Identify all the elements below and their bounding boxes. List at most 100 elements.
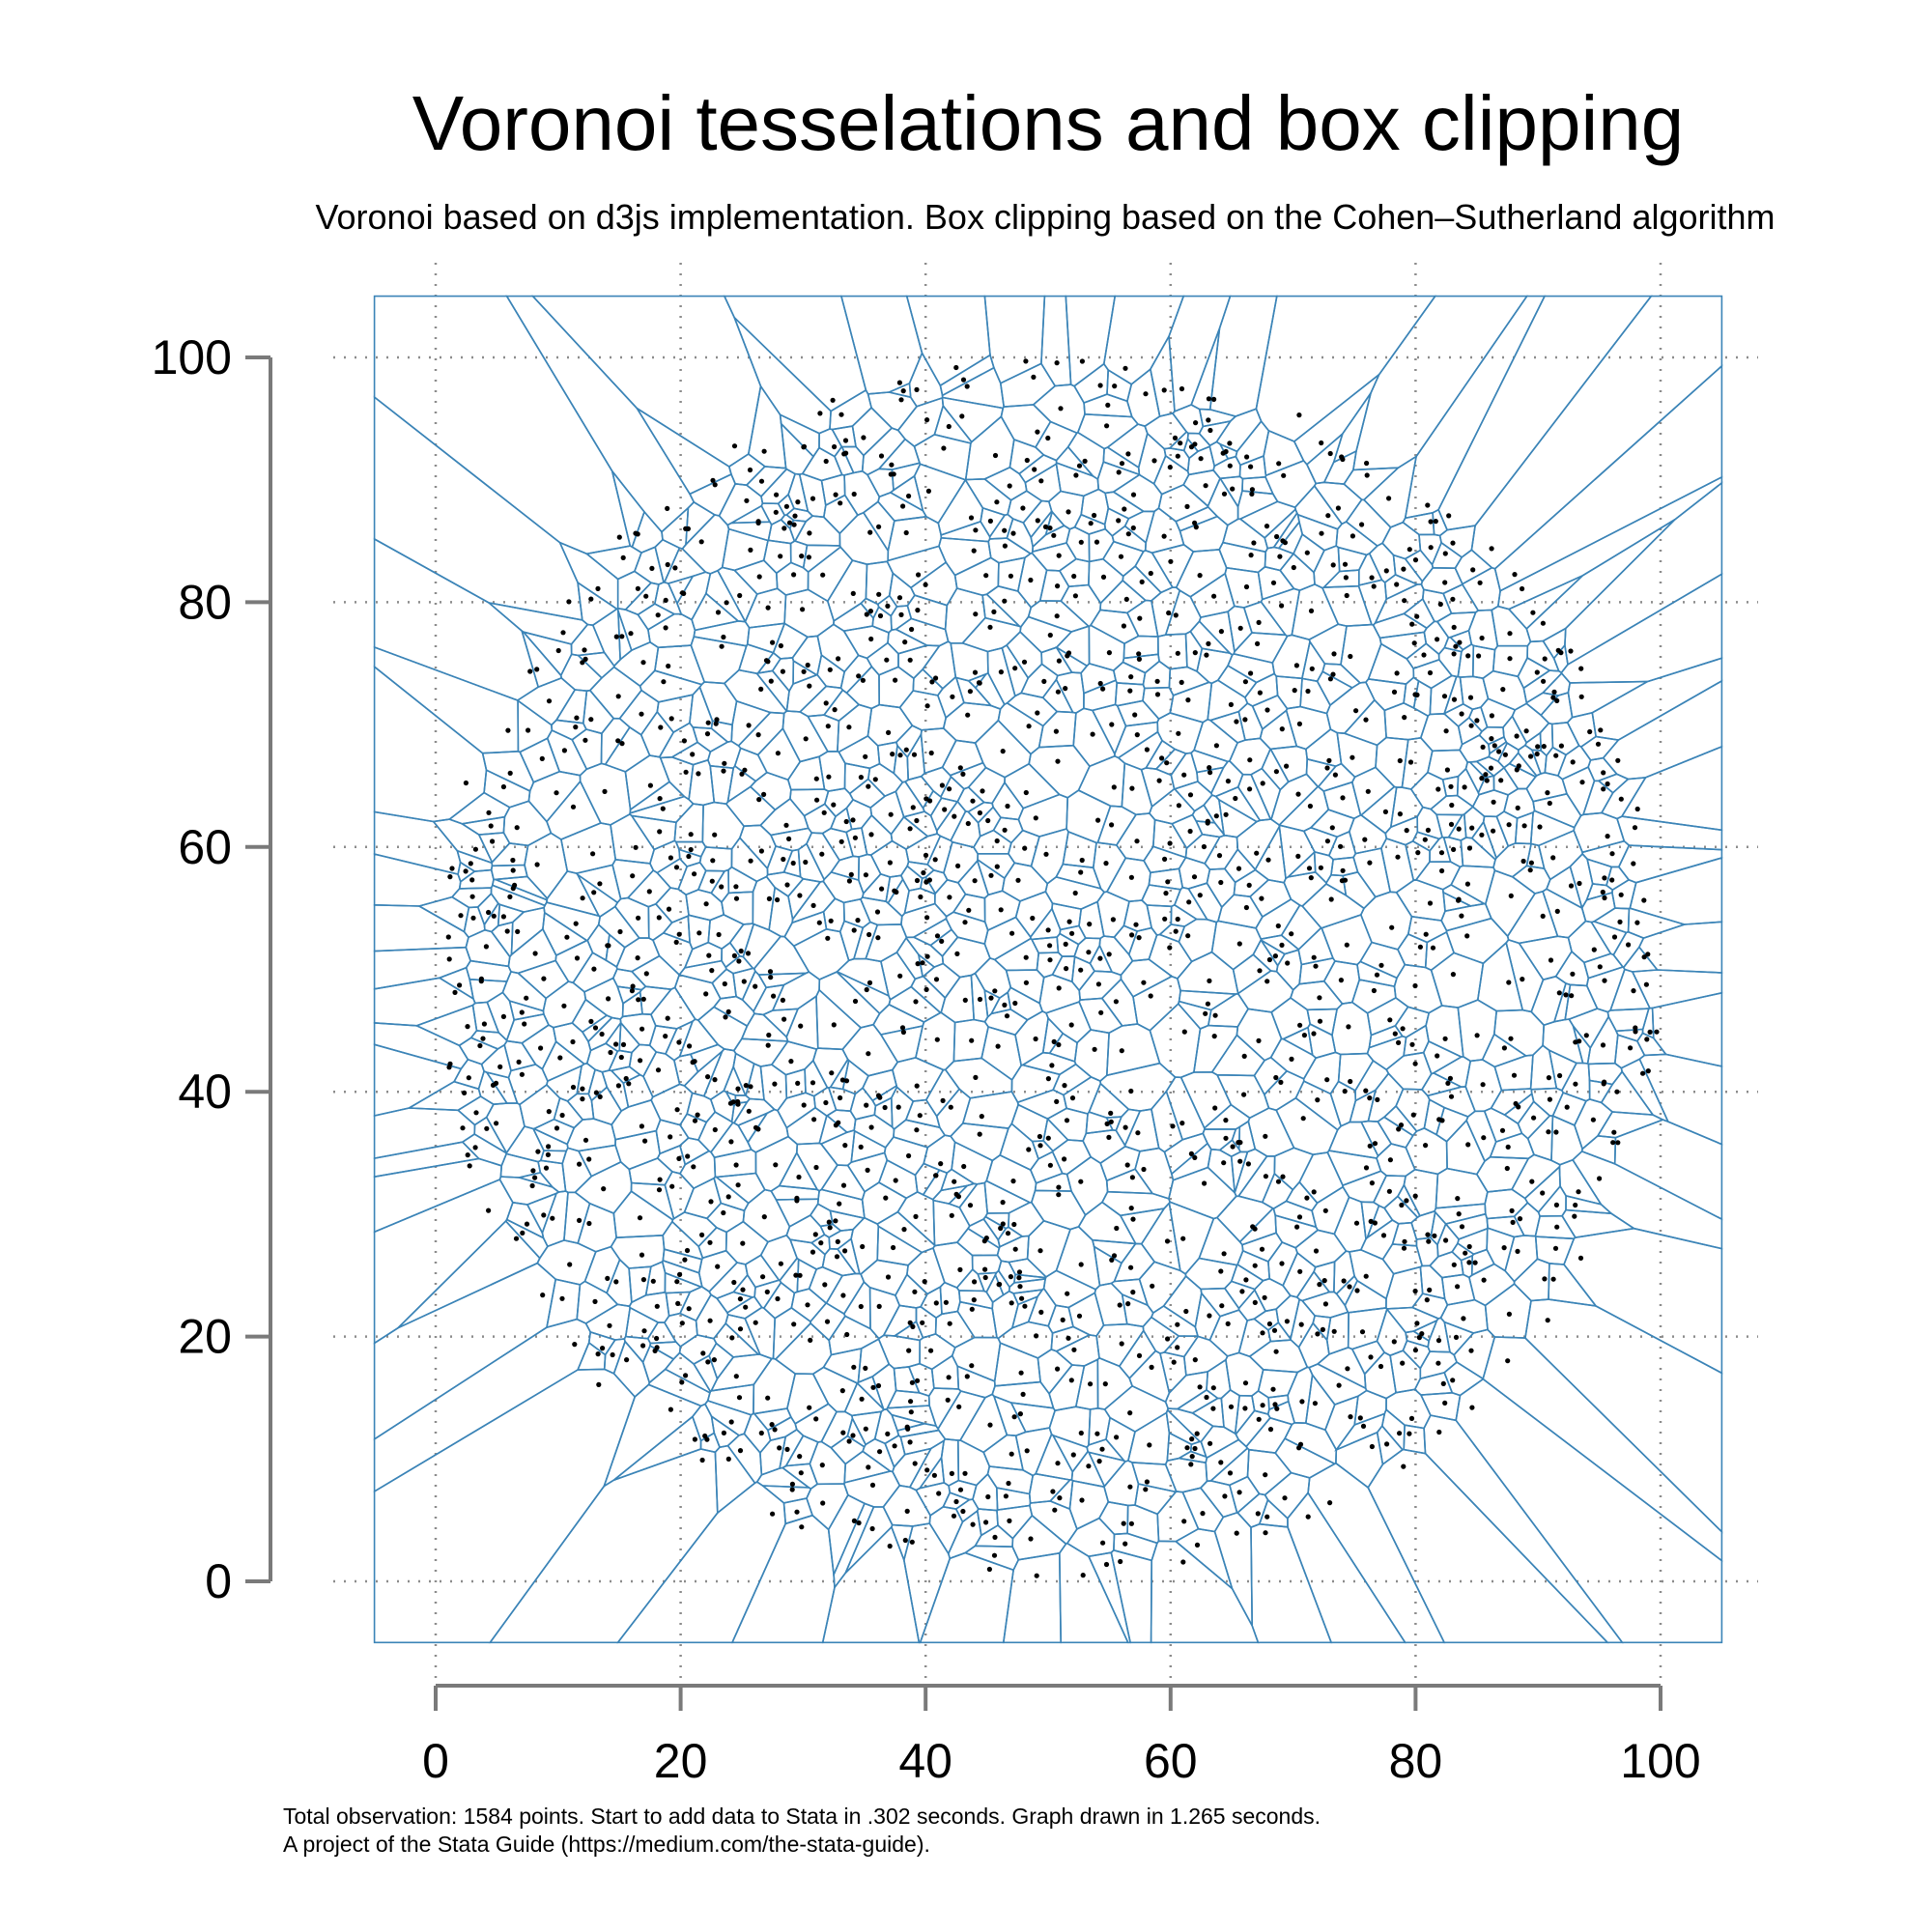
voronoi-cell: [787, 877, 822, 922]
data-point: [1451, 1262, 1457, 1267]
voronoi-cell: [1419, 1264, 1446, 1300]
data-point: [1095, 817, 1101, 823]
data-point: [1109, 822, 1115, 828]
data-point: [758, 848, 765, 854]
data-point: [996, 1282, 1002, 1288]
data-point: [982, 1274, 988, 1281]
voronoi-cell: [1235, 419, 1270, 467]
data-point: [1031, 374, 1037, 380]
data-point: [505, 727, 511, 733]
voronoi-cell: [779, 412, 820, 458]
voronoi-cell: [983, 1179, 1032, 1214]
voronoi-cell: [676, 571, 712, 621]
data-point: [602, 788, 608, 795]
voronoi-cell: [1164, 1371, 1209, 1410]
data-point: [1246, 882, 1252, 889]
voronoi-cell: [977, 806, 1002, 838]
data-point: [1294, 1224, 1300, 1230]
voronoi-cell: [373, 295, 632, 555]
data-point: [1017, 1411, 1023, 1417]
voronoi-cell: [713, 1149, 757, 1179]
data-point: [1072, 890, 1078, 896]
data-point: [1173, 612, 1179, 618]
data-point: [1088, 521, 1094, 526]
data-point: [1005, 803, 1010, 810]
data-point: [601, 1186, 607, 1192]
data-point: [1330, 671, 1336, 677]
voronoi-cell: [708, 1262, 749, 1299]
data-point: [1189, 1436, 1195, 1442]
data-point: [1047, 632, 1053, 639]
voronoi-cell: [1024, 463, 1062, 503]
data-point: [846, 724, 852, 730]
data-point: [1218, 1460, 1224, 1465]
data-point: [728, 1419, 734, 1425]
data-point: [1579, 780, 1585, 785]
data-point: [725, 1194, 731, 1200]
data-point: [1252, 1263, 1258, 1268]
voronoi-cell: [1514, 810, 1534, 845]
data-point: [1255, 640, 1261, 647]
data-point: [1103, 1561, 1110, 1568]
voronoi-cell: [841, 1059, 869, 1095]
data-point: [868, 636, 874, 642]
data-point: [1406, 547, 1412, 553]
data-point: [1130, 492, 1137, 497]
data-point: [1207, 765, 1212, 771]
data-point: [1055, 689, 1061, 695]
data-point: [532, 951, 538, 956]
data-point: [1372, 1141, 1378, 1147]
voronoi-cell: [1478, 725, 1505, 746]
voronoi-cell: [1343, 698, 1387, 747]
data-point: [1056, 1184, 1062, 1190]
data-point: [1577, 1038, 1582, 1044]
voronoi-cell: [546, 1064, 583, 1102]
voronoi-cell: [1482, 1336, 1723, 1563]
data-point: [1369, 575, 1375, 581]
voronoi-cell: [1030, 828, 1069, 885]
data-point: [1291, 564, 1296, 571]
data-point: [1187, 828, 1193, 835]
voronoi-cell: [792, 659, 819, 686]
voronoi-cell: [821, 827, 855, 862]
voronoi-cell: [491, 878, 549, 907]
voronoi-cell: [932, 1199, 971, 1247]
data-point: [1576, 1189, 1581, 1195]
data-point: [775, 751, 781, 756]
data-point: [1399, 1202, 1405, 1208]
data-point: [1222, 1493, 1228, 1499]
data-point: [1367, 1143, 1373, 1149]
data-point: [463, 780, 469, 786]
data-point: [1012, 1000, 1018, 1007]
data-point: [1324, 765, 1330, 771]
voronoi-cell: [867, 703, 914, 747]
data-point: [1000, 1221, 1006, 1227]
voronoi-cell: [1096, 805, 1138, 846]
data-point: [1233, 795, 1238, 802]
voronoi-cell: [982, 1215, 1008, 1241]
voronoi-cell: [1294, 1229, 1348, 1268]
data-point: [824, 1319, 831, 1324]
data-point: [1367, 860, 1373, 866]
voronoi-cell: [373, 1178, 514, 1345]
data-point: [1369, 1180, 1375, 1186]
voronoi-cell: [1020, 1051, 1077, 1076]
voronoi-cell: [885, 1405, 938, 1428]
data-point: [469, 877, 475, 883]
data-point: [790, 860, 796, 867]
voronoi-cell: [604, 725, 651, 773]
voronoi-cell: [1058, 1542, 1129, 1644]
data-point: [546, 1144, 552, 1150]
data-point: [1270, 580, 1277, 585]
data-point: [725, 1456, 731, 1462]
data-point: [1317, 995, 1322, 1001]
data-point: [1448, 1094, 1455, 1099]
voronoi-cell: [836, 957, 891, 998]
voronoi-cell: [820, 1164, 866, 1201]
data-point: [1007, 1518, 1012, 1523]
data-point: [1391, 1339, 1397, 1345]
data-point: [1284, 763, 1290, 769]
voronoi-cell: [862, 500, 895, 554]
data-point: [1547, 800, 1552, 807]
